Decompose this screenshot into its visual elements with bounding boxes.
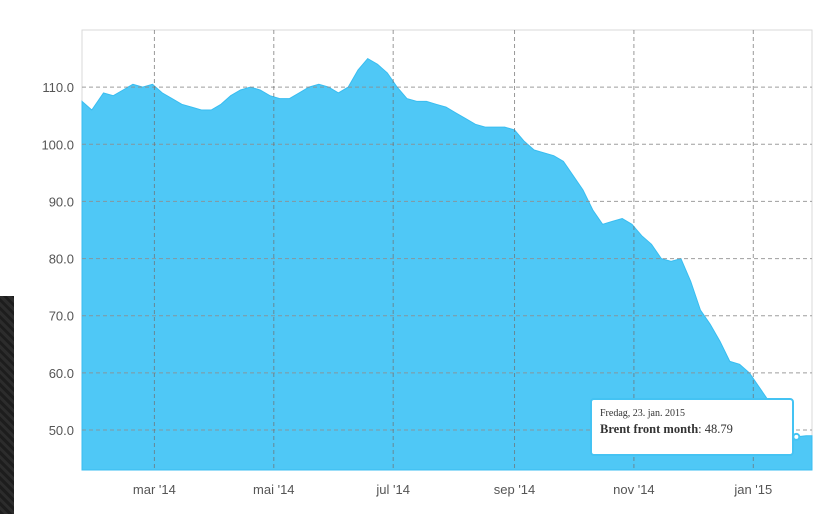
y-tick-label: 110.0 xyxy=(42,80,74,95)
x-tick-label: mar '14 xyxy=(133,482,176,497)
tooltip-series-name: Brent front month xyxy=(600,422,699,436)
y-tick-label: 60.0 xyxy=(49,366,74,381)
y-tick-label: 80.0 xyxy=(49,252,74,267)
x-tick-label: sep '14 xyxy=(494,482,536,497)
y-tick-label: 90.0 xyxy=(49,194,74,209)
marker-layer xyxy=(792,432,801,441)
series-area-brent xyxy=(81,57,813,471)
data-tooltip: Fredag, 23. jan. 2015 Brent front month:… xyxy=(590,398,794,456)
y-tick-label: 100.0 xyxy=(41,137,74,152)
x-axis-ticks: mar '14 mai '14 jul '14 sep '14 nov '14 jan '… xyxy=(133,482,772,497)
tooltip-date: Fredag, 23. jan. 2015 xyxy=(600,408,685,419)
x-tick-label: jan '15 xyxy=(733,482,772,497)
y-tick-label: 50.0 xyxy=(49,423,74,438)
y-axis-ticks: 50.0 60.0 70.0 80.0 90.0 100.0 110.0 xyxy=(41,80,74,438)
y-tick-label: 70.0 xyxy=(49,309,74,324)
area-layer xyxy=(81,57,813,471)
background-photo-strip xyxy=(0,296,14,514)
x-tick-label: mai '14 xyxy=(253,482,295,497)
highlighted-point xyxy=(792,432,801,441)
tooltip-value-line: Brent front month: 48.79 xyxy=(600,422,733,436)
x-tick-label: nov '14 xyxy=(613,482,655,497)
grid-layer xyxy=(82,30,812,470)
tooltip-value: 48.79 xyxy=(704,422,733,436)
x-tick-label: jul '14 xyxy=(375,482,410,497)
